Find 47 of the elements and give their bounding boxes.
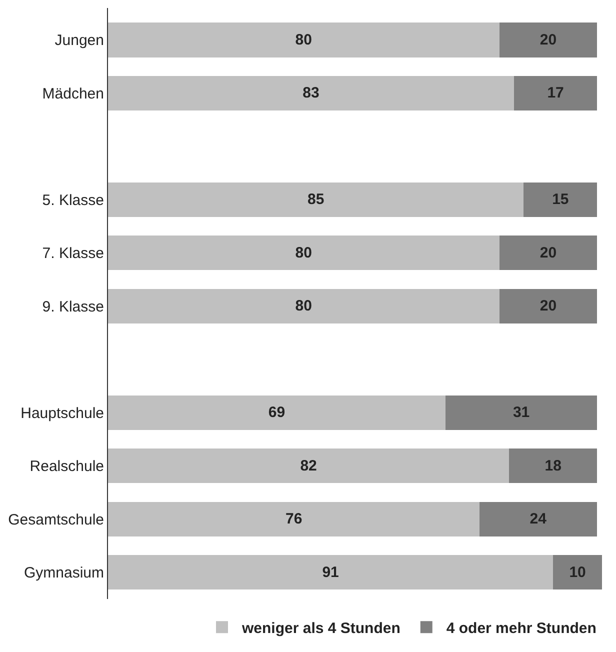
y-tick-label: Mädchen [42,85,104,102]
data-label: 10 [569,564,586,581]
bar [108,555,554,590]
bar [480,502,598,536]
bar [514,76,598,110]
bar [108,395,446,430]
bar [499,288,598,324]
data-label: 91 [322,564,339,581]
bar [108,502,480,536]
legend-label: weniger als 4 Stunden [241,620,400,637]
bar [108,182,524,217]
data-label: 20 [540,298,557,315]
data-label: 69 [268,404,286,422]
data-label: 85 [308,191,324,208]
y-tick-label: Gymnasium [24,564,104,582]
y-tick-label: Jungen [54,32,104,50]
bar [499,236,598,270]
y-tick-label: 7. Klasse [42,245,104,262]
bar [108,288,500,324]
bar [108,448,510,484]
bar [108,236,500,270]
data-label: 20 [540,31,557,48]
y-tick-label: Realschule [30,458,104,476]
data-label: 18 [544,457,562,474]
data-label: 31 [512,404,530,422]
legend-label: 4 oder mehr Stunden [446,620,596,637]
data-label: 20 [540,244,557,262]
data-label: 15 [552,191,569,208]
y-tick-label: Gesamtschule [8,511,104,528]
bar [108,76,514,110]
data-label: 80 [295,298,312,315]
data-label: 80 [295,244,312,262]
bar [553,555,602,590]
y-tick-label: 9. Klasse [42,298,104,316]
bar [509,448,598,484]
bar [499,22,598,58]
bar [108,22,500,58]
y-tick-label: 5. Klasse [42,192,104,209]
data-label: 82 [300,457,317,474]
data-label: 76 [286,510,302,528]
bar [524,182,598,217]
data-label: 24 [530,510,548,528]
data-label: 80 [295,31,312,48]
bar [445,395,598,430]
data-label: 17 [547,84,564,102]
data-label: 83 [302,84,320,102]
y-tick-label: Hauptschule [20,404,104,422]
